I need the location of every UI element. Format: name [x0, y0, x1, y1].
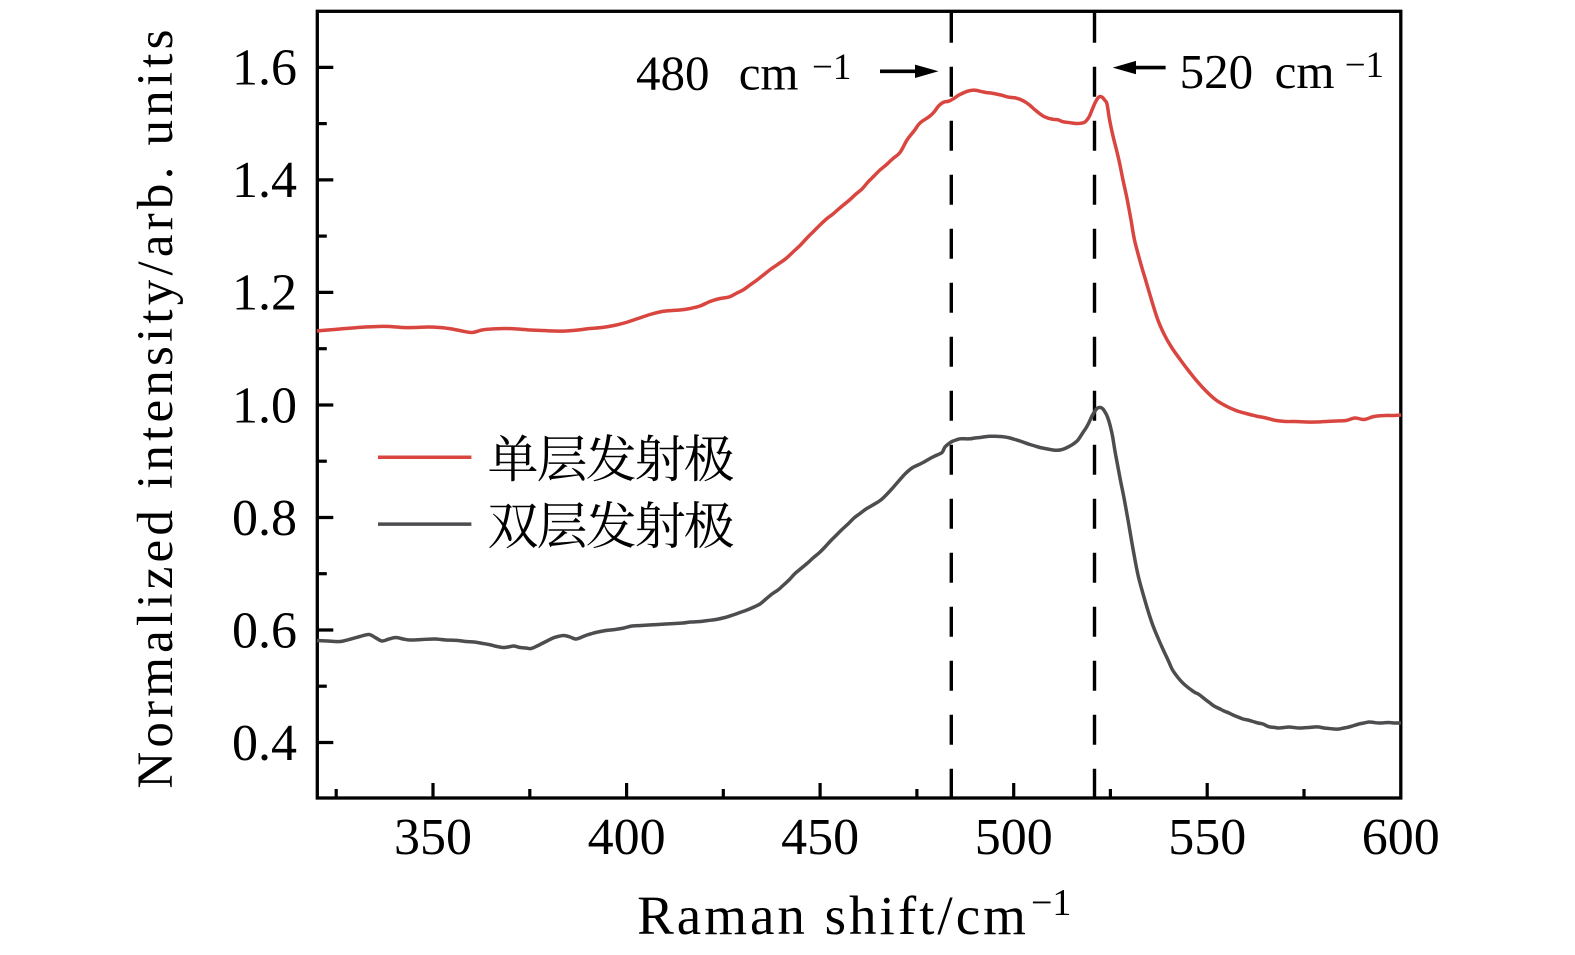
svg-text:cm: cm — [1275, 44, 1335, 99]
svg-text:Normalized intensity/arb. unit: Normalized intensity/arb. units — [128, 25, 184, 788]
svg-text:600: 600 — [1362, 809, 1440, 866]
svg-text:500: 500 — [975, 809, 1053, 866]
svg-text:−1: −1 — [812, 47, 851, 88]
svg-text:450: 450 — [781, 809, 859, 866]
svg-text:0.6: 0.6 — [232, 602, 297, 659]
svg-text:−1: −1 — [1031, 882, 1071, 924]
svg-text:550: 550 — [1168, 809, 1246, 866]
svg-text:400: 400 — [588, 809, 666, 866]
svg-text:1.2: 1.2 — [232, 265, 297, 322]
svg-text:0.8: 0.8 — [232, 490, 297, 547]
svg-text:480: 480 — [636, 46, 710, 101]
svg-text:1.0: 1.0 — [232, 377, 297, 434]
svg-text:1.6: 1.6 — [232, 40, 297, 97]
svg-text:0.4: 0.4 — [232, 715, 297, 772]
svg-text:Raman shift/cm: Raman shift/cm — [637, 885, 1029, 946]
svg-text:520: 520 — [1180, 44, 1254, 99]
svg-text:350: 350 — [394, 809, 472, 866]
svg-text:−1: −1 — [1345, 45, 1384, 86]
svg-text:1.4: 1.4 — [232, 152, 297, 209]
svg-text:cm: cm — [739, 46, 799, 101]
